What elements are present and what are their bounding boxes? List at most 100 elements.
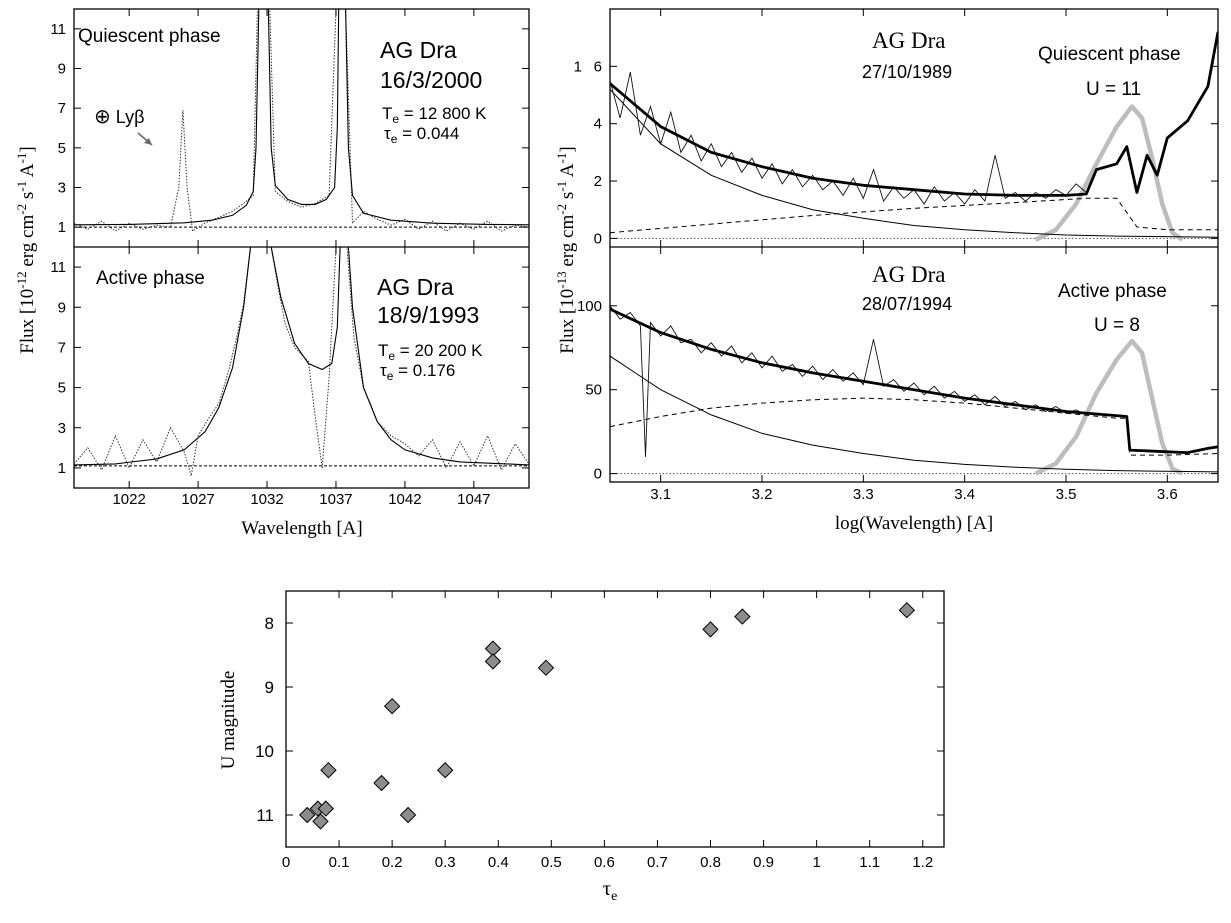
fuv-quiescent-tau-label: τe = 0.044 — [384, 124, 459, 146]
scatter-x-tick-label: 0.6 — [594, 854, 615, 871]
scatter-point-diamond — [702, 621, 719, 638]
fuv-y-tick-label: 7 — [58, 100, 66, 117]
sed-x-axis-title: log(Wavelength) [A] — [835, 513, 993, 534]
fuv-y-tick-label: 5 — [58, 140, 66, 157]
scatter-point-diamond — [734, 608, 751, 625]
fuv-lyb-arrowhead — [144, 138, 152, 145]
sed-x-tick-label: 3.4 — [954, 486, 975, 503]
scatter-x-tick-label: 0.2 — [382, 854, 403, 871]
scatter-x-tick-label: 0.1 — [329, 854, 350, 871]
scatter-point-diamond — [299, 806, 316, 824]
scatter-frame — [285, 590, 945, 848]
fuv-quiescent-phase-label: Quiescent phase — [78, 26, 221, 47]
fuv-y-tick-label: 3 — [58, 420, 66, 437]
scatter-x-tick-label: 0.9 — [753, 854, 774, 871]
scatter-point-diamond — [484, 653, 502, 670]
sed-active-phase-label: Active phase — [1058, 281, 1167, 302]
scatter-point-diamond — [383, 697, 401, 715]
sed-y-tick-label: 100 — [577, 298, 602, 315]
scatter-x-tick-label: 1 — [812, 854, 820, 871]
sed-active-date-label: 28/07/1994 — [862, 294, 952, 314]
fuv-active-te-label: Te = 20 200 K — [378, 341, 483, 363]
scatter-x-tick-label: 0.7 — [647, 854, 668, 871]
sed-stellar-model — [610, 88, 1218, 238]
sed-spectra: 0 2 4 61 0 50 100 3.1 3.2 3.3 3.4 3.5 3.6 AG Dra 27/… — [554, 8, 1219, 534]
fuv-x-tick-label: 1047 — [457, 491, 490, 508]
sed-y-tick-label: 4 — [594, 116, 602, 133]
sed-x-tick-label: 3.5 — [1056, 486, 1077, 503]
sed-x-tick-label: 3.2 — [752, 486, 773, 503]
fuv-y-axis-title: Flux [10-12 erg cm-2 s-1 A-1] — [14, 146, 38, 353]
fuv-model-line — [74, 9, 529, 226]
fuv-x-tick-label: 1022 — [112, 491, 145, 508]
fuv-x-tick-label: 1037 — [319, 491, 352, 508]
fuv-quiescent-te-label: Te = 12 800 K — [382, 104, 487, 126]
scatter-x-tick-label: 1.2 — [912, 854, 933, 871]
sed-y-tick-label: 0 — [594, 230, 602, 247]
fuv-y-tick-label: 11 — [50, 21, 66, 38]
sed-y-tick-extra-label: 1 — [574, 58, 582, 75]
fuv-active-tau-label: τe = 0.176 — [380, 361, 455, 383]
sed-nebular-model — [610, 197, 1218, 234]
sed-quiescent-umag-label: U = 11 — [1086, 79, 1141, 100]
sed-x-tick-label: 3.3 — [853, 486, 874, 503]
fuv-observed-line — [74, 9, 529, 232]
scatter-x-tick-label: 0.4 — [488, 854, 509, 871]
sed-y-axis-title: Flux [10-13 erg cm-2 s-1 A-1] — [554, 146, 578, 353]
scatter-y-tick-label: 9 — [265, 678, 274, 697]
fuv-y-tick-label: 9 — [58, 299, 66, 316]
fuv-x-tick-label: 1032 — [250, 491, 283, 508]
fuv-y-tick-label: 1 — [58, 219, 66, 236]
scatter-y-tick-label: 11 — [256, 806, 274, 825]
scatter-x-axis-title: τe — [603, 876, 618, 904]
scatter-point-diamond — [312, 813, 329, 830]
scatter-point-diamond — [436, 761, 454, 779]
fuv-active-date-label: 18/9/1993 — [377, 302, 479, 328]
sed-x-tick-label: 3.1 — [650, 486, 671, 503]
sed-y-tick-label: 6 — [594, 58, 602, 75]
fuv-model-line — [74, 247, 529, 466]
sed-x-tick-label: 3.6 — [1157, 486, 1178, 503]
fuv-y-tick-label: 1 — [58, 460, 66, 477]
scatter-point-diamond — [320, 761, 337, 779]
fuv-x-axis-title: Wavelength [A] — [241, 518, 362, 539]
fuv-frame — [73, 8, 530, 489]
scatter-x-tick-label: 0.5 — [541, 854, 562, 871]
sed-active-umag-label: U = 8 — [1094, 315, 1140, 336]
fuv-y-tick-label: 3 — [58, 180, 66, 197]
sed-observed-spectrum — [610, 305, 1087, 457]
fuv-active-phase-label: Active phase — [96, 268, 205, 289]
fuv-quiescent-date-label: 16/3/2000 — [380, 67, 482, 93]
fuv-y-tick-label: 11 — [50, 259, 66, 276]
umag-vs-tau-scatter: 0 0.1 0.2 0.3 0.4 0.5 0.6 0.7 0.8 0.9 1 1.1 1.2 8 9 10 1… — [218, 590, 945, 904]
scatter-point-diamond — [898, 601, 916, 619]
scatter-y-axis-title: U magnitude — [218, 671, 239, 770]
sed-quiescent-date-label: 27/10/1989 — [862, 62, 952, 82]
sed-active-star-label: AG Dra — [872, 262, 945, 287]
scatter-point-diamond — [399, 806, 417, 824]
scatter-point-diamond — [537, 659, 555, 677]
sed-observed-spectrum — [610, 72, 1087, 205]
scatter-x-tick-label: 0 — [282, 854, 290, 871]
sed-total-model — [610, 31, 1218, 197]
fuv-y-tick-label: 9 — [58, 61, 66, 78]
scatter-y-tick-label: 10 — [255, 742, 274, 761]
sed-u-filter-curve — [1034, 104, 1184, 242]
fuv-lyb-annotation: ⊕ Lyβ — [94, 106, 144, 128]
fuv-y-tick-label: 7 — [58, 339, 66, 356]
scatter-x-tick-label: 0.8 — [700, 854, 721, 871]
sed-frame — [609, 8, 1219, 483]
sed-y-tick-label: 2 — [594, 173, 602, 190]
sed-quiescent-phase-label: Quiescent phase — [1038, 44, 1181, 65]
sed-total-model — [610, 307, 1218, 454]
sed-stellar-model — [610, 355, 1218, 473]
scatter-point-diamond — [317, 800, 335, 817]
scatter-x-tick-label: 0.3 — [435, 854, 456, 871]
fuv-active-star-label: AG Dra — [377, 274, 454, 300]
fuv-y-tick-label: 5 — [58, 380, 66, 397]
sed-y-tick-label: 0 — [594, 466, 602, 483]
sed-y-tick-label: 50 — [585, 382, 602, 399]
scatter-y-tick-label: 8 — [265, 614, 274, 633]
